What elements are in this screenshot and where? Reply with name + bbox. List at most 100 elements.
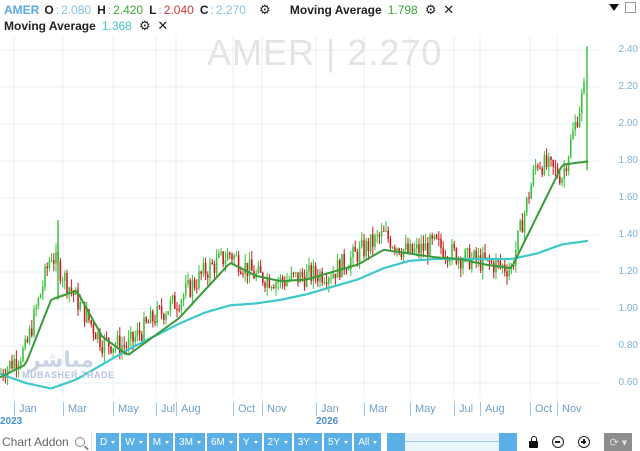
chevron-down-icon[interactable]	[165, 440, 170, 444]
y-axis-tick-label: 2.40	[618, 44, 638, 55]
symbol-label: AMER	[4, 3, 40, 17]
x-axis-tick-label: Aug	[480, 402, 505, 416]
x-axis-tick-label: Mar	[364, 402, 388, 416]
separator: :	[158, 3, 162, 17]
x-axis-tick-label: Nov	[557, 402, 582, 416]
high-value: 2.420	[113, 3, 144, 17]
range-slider[interactable]	[387, 433, 518, 451]
bottom-toolbar: Chart Addon D W M 3M 6M Y 2Y 3Y 5Y All ⟳ ▾	[0, 433, 640, 451]
period-button-2y[interactable]: 2Y	[263, 433, 292, 451]
zoom-in-icon[interactable]	[578, 436, 591, 448]
close-value: 2.270	[215, 3, 246, 17]
x-axis-tick-label: Jan	[14, 402, 37, 416]
period-label: 2Y	[267, 436, 280, 448]
lock-icon[interactable]	[529, 435, 539, 448]
chevron-down-icon[interactable]	[228, 440, 233, 444]
period-label: 6M	[210, 436, 225, 448]
y-axis-tick-label: 1.20	[618, 266, 638, 277]
period-button-3y[interactable]: 3Y	[293, 433, 322, 451]
period-button-d[interactable]: D	[96, 433, 120, 451]
period-button-m[interactable]: M	[148, 433, 174, 451]
ma2-value: 1.368	[101, 19, 132, 33]
x-axis-tick-label: Aug	[176, 402, 201, 416]
period-label: Y	[242, 436, 250, 448]
x-axis-tick-label: May	[113, 402, 139, 416]
x-axis-tick-label: Jul	[454, 402, 473, 416]
period-label: M	[152, 436, 162, 448]
x-axis-tick-label: Jan	[316, 402, 339, 416]
y-axis-tick-label: 1.60	[618, 192, 638, 203]
separator: :	[55, 3, 60, 17]
ma1-label: Moving Average	[289, 3, 382, 17]
x-axis-tick-label: Jul	[156, 402, 175, 416]
period-buttons: D W M 3M 6M Y 2Y 3Y 5Y All	[96, 433, 382, 451]
chevron-down-icon[interactable]	[283, 440, 288, 444]
chart-watermark: AMER | 2.270	[207, 32, 443, 73]
mubasher-logo: مباشر	[28, 347, 95, 372]
close-label: C	[199, 3, 209, 17]
range-slider-right-handle[interactable]	[499, 433, 518, 451]
separator: :	[107, 3, 112, 17]
ma2-close-icon[interactable]: ✕	[157, 18, 169, 33]
y-axis-tick-label: 1.40	[618, 229, 638, 240]
open-label: O	[44, 3, 54, 17]
ma1-close-icon[interactable]: ✕	[443, 2, 455, 17]
separator: :	[210, 3, 214, 17]
range-slider-track	[405, 441, 500, 442]
maximize-icon[interactable]	[625, 2, 636, 13]
chevron-down-icon[interactable]	[111, 440, 116, 444]
x-axis-tick-label: Nov	[262, 402, 287, 416]
ma1-value: 1.798	[387, 3, 418, 17]
chevron-down-icon[interactable]	[138, 440, 143, 444]
period-button-3m[interactable]: 3M	[175, 433, 205, 451]
period-label: All	[358, 436, 370, 448]
chevron-down-icon[interactable]	[344, 440, 349, 444]
x-axis-tick-label: Oct	[233, 402, 255, 416]
open-value: 2.080	[61, 3, 92, 17]
ohlc-legend: AMER O: 2.080 H: 2.420 L: 2.040 C: 2.270…	[4, 2, 460, 18]
y-axis-tick-label: 1.00	[618, 303, 638, 314]
ma1-gear-icon[interactable]: ⚙	[424, 2, 437, 17]
period-button-w[interactable]: W	[121, 433, 147, 451]
period-button-5y[interactable]: 5Y	[323, 433, 353, 451]
x-axis-year-label: 2026	[316, 416, 339, 427]
y-axis-tick-label: 0.60	[618, 377, 638, 388]
high-label: H	[97, 3, 106, 17]
period-button-all[interactable]: All	[354, 433, 382, 451]
period-label: 3Y	[297, 436, 310, 448]
zoom-out-icon[interactable]	[552, 436, 565, 448]
period-label: D	[100, 436, 108, 448]
reset-button[interactable]: ⟳ ▾	[604, 433, 633, 451]
chevron-down-icon[interactable]	[373, 440, 378, 444]
chart-addon-label: Chart Addon	[2, 435, 69, 449]
low-label: L	[149, 3, 157, 17]
dropdown-triangle-icon[interactable]	[609, 4, 619, 11]
gear-icon[interactable]: ⚙	[259, 2, 271, 17]
period-button-6m[interactable]: 6M	[206, 433, 237, 451]
price-chart[interactable]	[0, 0, 640, 433]
ma2-gear-icon[interactable]: ⚙	[139, 18, 151, 33]
y-axis-tick-label: 1.80	[618, 155, 638, 166]
chart-addon-search[interactable]: Chart Addon	[0, 433, 92, 451]
x-axis-tick-label: Oct	[530, 402, 552, 416]
x-axis-tick-label: Mar	[63, 402, 87, 416]
search-icon[interactable]	[74, 437, 85, 447]
chevron-down-icon[interactable]	[196, 440, 201, 444]
chevron-down-icon[interactable]	[253, 440, 258, 444]
chart-window-controls	[609, 2, 636, 13]
chevron-down-icon[interactable]	[313, 440, 318, 444]
mubasher-logo-text: MUBASHER TRADE	[22, 370, 115, 380]
period-label: W	[125, 436, 135, 448]
y-axis-tick-label: 0.80	[618, 340, 638, 351]
y-axis-tick-label: 2.20	[618, 81, 638, 92]
ma2-legend: Moving Average 1.368 ⚙ ✕	[4, 18, 174, 34]
low-value: 2.040	[163, 3, 194, 17]
range-slider-left-handle[interactable]	[387, 433, 406, 451]
period-label: 3M	[179, 436, 193, 448]
period-label: 5Y	[327, 436, 341, 448]
ma2-label: Moving Average	[4, 19, 96, 33]
period-button-y[interactable]: Y	[238, 433, 262, 451]
x-axis-tick-label: May	[410, 402, 436, 416]
x-axis-year-label: 2023	[0, 416, 23, 427]
y-axis-tick-label: 2.00	[618, 118, 638, 129]
